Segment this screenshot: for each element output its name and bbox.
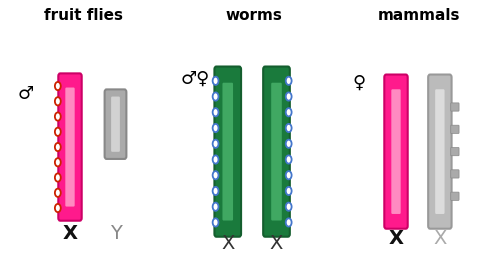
Circle shape [286, 108, 292, 117]
Circle shape [55, 128, 60, 136]
Text: X: X [62, 225, 78, 243]
Circle shape [55, 158, 60, 167]
Text: mammals: mammals [378, 9, 460, 23]
FancyBboxPatch shape [271, 83, 282, 221]
FancyBboxPatch shape [263, 66, 290, 237]
FancyBboxPatch shape [58, 73, 82, 221]
Circle shape [212, 187, 218, 195]
FancyBboxPatch shape [428, 74, 452, 229]
FancyBboxPatch shape [66, 88, 74, 207]
Circle shape [212, 218, 218, 227]
FancyBboxPatch shape [451, 148, 459, 156]
Text: ♀: ♀ [352, 74, 365, 92]
Circle shape [286, 218, 292, 227]
Text: ♂♀: ♂♀ [180, 69, 210, 88]
Text: fruit flies: fruit flies [44, 9, 124, 23]
Text: ♂: ♂ [18, 85, 34, 103]
Text: X: X [433, 229, 446, 248]
Circle shape [212, 171, 218, 179]
FancyBboxPatch shape [384, 74, 407, 229]
FancyBboxPatch shape [214, 66, 241, 237]
FancyBboxPatch shape [392, 89, 400, 214]
Circle shape [212, 92, 218, 101]
Circle shape [286, 171, 292, 179]
Circle shape [212, 108, 218, 117]
Circle shape [212, 155, 218, 164]
Circle shape [212, 124, 218, 132]
Text: X: X [221, 234, 234, 253]
Circle shape [212, 140, 218, 148]
Circle shape [55, 143, 60, 151]
Circle shape [286, 124, 292, 132]
FancyBboxPatch shape [111, 97, 120, 152]
Circle shape [55, 113, 60, 121]
FancyBboxPatch shape [451, 170, 459, 178]
Circle shape [55, 204, 60, 212]
FancyBboxPatch shape [451, 192, 459, 200]
Circle shape [55, 97, 60, 105]
Text: X: X [270, 234, 283, 253]
Circle shape [286, 140, 292, 148]
Circle shape [286, 203, 292, 211]
Circle shape [286, 155, 292, 164]
Text: Y: Y [110, 225, 122, 243]
Text: worms: worms [226, 9, 282, 23]
Circle shape [286, 77, 292, 85]
Circle shape [212, 77, 218, 85]
FancyBboxPatch shape [222, 83, 233, 221]
FancyBboxPatch shape [435, 89, 444, 214]
Circle shape [55, 173, 60, 182]
FancyBboxPatch shape [451, 103, 459, 111]
Circle shape [212, 203, 218, 211]
Circle shape [55, 189, 60, 197]
Text: X: X [388, 229, 404, 248]
FancyBboxPatch shape [104, 89, 126, 159]
FancyBboxPatch shape [451, 125, 459, 134]
Circle shape [286, 187, 292, 195]
Circle shape [55, 82, 60, 90]
Circle shape [286, 92, 292, 101]
